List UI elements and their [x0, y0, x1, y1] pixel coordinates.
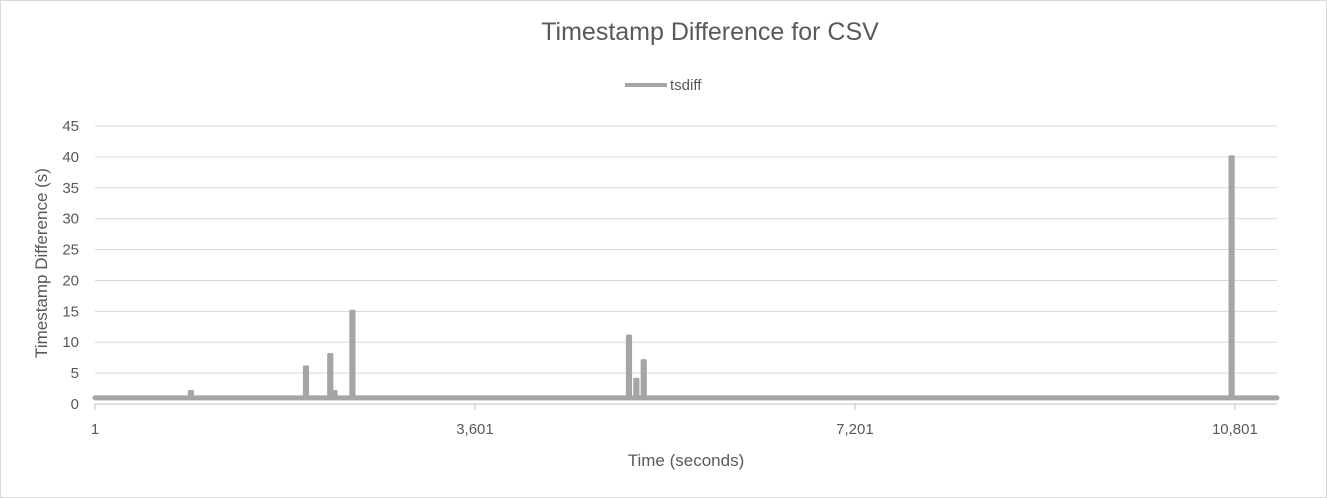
y-axis: 0 5 10 15 20 25 30 35 40 45 — [62, 118, 79, 413]
y-tick-label: 5 — [71, 365, 79, 382]
legend-label-tsdiff: tsdiff — [670, 77, 702, 94]
y-tick-label: 0 — [71, 396, 79, 413]
series-layer — [92, 155, 1280, 401]
x-axis: 1 3,601 7,201 10,801 — [91, 403, 1277, 438]
y-tick-label: 35 — [62, 180, 79, 197]
series-spike — [625, 334, 633, 400]
series-spike — [640, 359, 647, 400]
y-tick-label: 45 — [62, 118, 79, 135]
series-spike — [633, 377, 640, 400]
y-tick-label: 20 — [62, 272, 79, 289]
series-spike — [349, 309, 356, 400]
x-tick-label: 1 — [91, 421, 99, 438]
y-tick-label: 15 — [62, 303, 79, 320]
x-axis-title: Time (seconds) — [628, 451, 745, 470]
x-tick-label: 3,601 — [456, 421, 494, 438]
series-spike — [327, 352, 334, 400]
y-tick-label: 25 — [62, 242, 79, 259]
y-tick-label: 40 — [62, 149, 79, 166]
chart-title: Timestamp Difference for CSV — [541, 18, 879, 46]
series-spike — [331, 390, 338, 400]
legend: tsdiff — [625, 77, 702, 94]
x-tick-label: 10,801 — [1212, 421, 1258, 438]
series-spike — [187, 390, 195, 400]
y-tick-label: 30 — [62, 211, 79, 228]
grid — [95, 125, 1277, 374]
y-tick-label: 10 — [62, 334, 79, 351]
y-axis-title: Timestamp Difference (s) — [32, 168, 51, 358]
series-spike — [1228, 155, 1235, 400]
x-tick-label: 7,201 — [836, 421, 874, 438]
series-spike — [302, 365, 310, 400]
